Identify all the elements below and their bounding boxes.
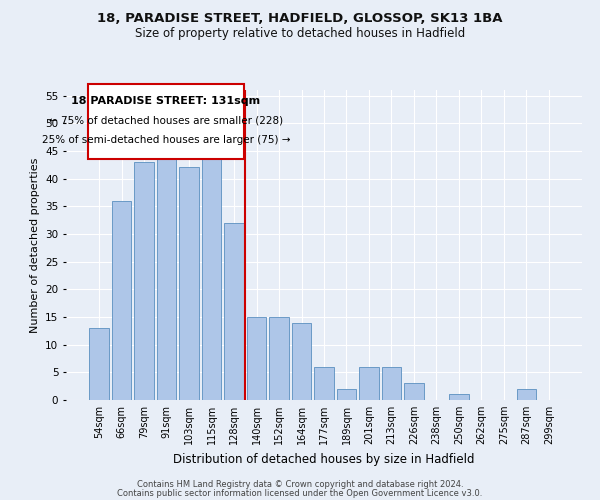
Bar: [247, 317, 266, 400]
Text: Contains public sector information licensed under the Open Government Licence v3: Contains public sector information licen…: [118, 488, 482, 498]
Y-axis label: Number of detached properties: Number of detached properties: [29, 158, 40, 332]
Text: Size of property relative to detached houses in Hadfield: Size of property relative to detached ho…: [135, 28, 465, 40]
Bar: [292, 322, 311, 400]
Bar: [517, 389, 536, 400]
Bar: [134, 162, 154, 400]
Bar: [314, 367, 334, 400]
Bar: [224, 223, 244, 400]
Bar: [269, 317, 289, 400]
Bar: [157, 146, 176, 400]
Bar: [89, 328, 109, 400]
Bar: [449, 394, 469, 400]
Text: Contains HM Land Registry data © Crown copyright and database right 2024.: Contains HM Land Registry data © Crown c…: [137, 480, 463, 489]
Bar: [404, 384, 424, 400]
Text: 25% of semi-detached houses are larger (75) →: 25% of semi-detached houses are larger (…: [41, 134, 290, 144]
Text: 18 PARADISE STREET: 131sqm: 18 PARADISE STREET: 131sqm: [71, 96, 260, 106]
Bar: [179, 168, 199, 400]
Bar: [337, 389, 356, 400]
Bar: [382, 367, 401, 400]
Text: 18, PARADISE STREET, HADFIELD, GLOSSOP, SK13 1BA: 18, PARADISE STREET, HADFIELD, GLOSSOP, …: [97, 12, 503, 26]
X-axis label: Distribution of detached houses by size in Hadfield: Distribution of detached houses by size …: [173, 452, 475, 466]
Bar: [359, 367, 379, 400]
FancyBboxPatch shape: [88, 84, 244, 159]
Bar: [112, 200, 131, 400]
Text: ← 75% of detached houses are smaller (228): ← 75% of detached houses are smaller (22…: [49, 115, 283, 125]
Bar: [202, 151, 221, 400]
